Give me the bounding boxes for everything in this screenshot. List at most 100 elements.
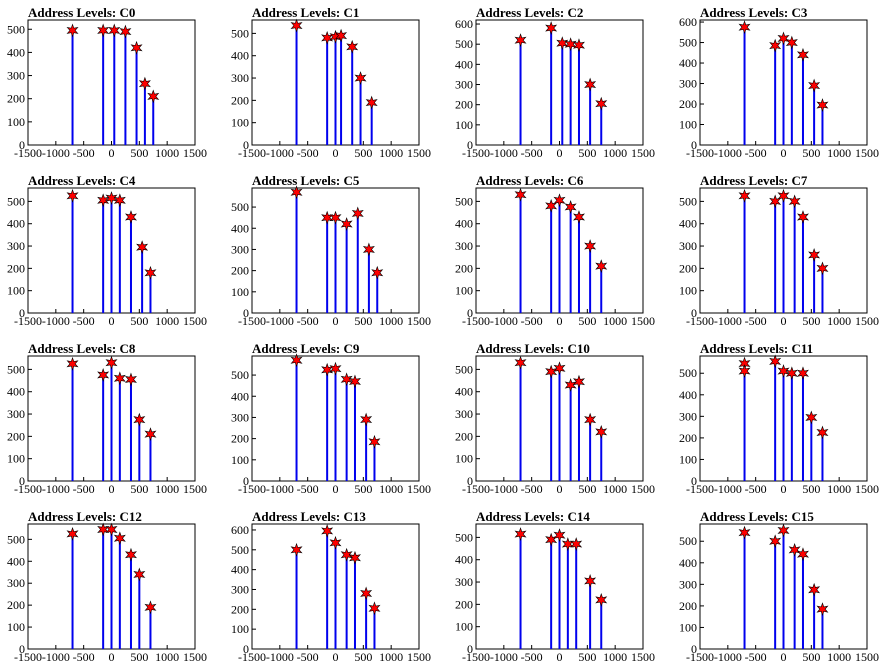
y-tick-label: 0: [691, 474, 697, 488]
x-tick-label: -500: [745, 314, 767, 328]
y-tick-label: 500: [455, 362, 473, 376]
y-tick-label: 100: [231, 453, 249, 467]
y-tick-label: 100: [7, 452, 25, 466]
y-tick-label: 400: [679, 388, 697, 402]
star-marker: [144, 265, 157, 280]
chart-title: Address Levels: C14: [476, 509, 590, 524]
star-marker: [348, 550, 361, 565]
chart-title: Address Levels: C7: [700, 173, 808, 188]
y-tick-label: 0: [467, 642, 473, 656]
star-marker: [816, 602, 829, 617]
star-marker: [584, 239, 597, 253]
x-tick-label: -1000: [266, 650, 294, 664]
chart-svg: 0 100 200 300 400 500 600 -1500 -1000 -500 0 500 100…: [679, 15, 879, 160]
star-marker: [108, 23, 121, 38]
star-marker: [514, 33, 527, 48]
y-tick-label: 300: [7, 407, 25, 421]
y-tick-label: 200: [679, 261, 697, 275]
y-tick-label: 400: [231, 389, 249, 403]
y-tick-label: 0: [691, 138, 697, 152]
x-tick-label: -1000: [42, 482, 70, 496]
star-marker: [119, 24, 132, 39]
x-tick-label: 1500: [855, 650, 879, 664]
chart-panel-c4: 0 100 200 300 400 500 -1500 -1000 -500 0 500 1000 15…: [0, 168, 224, 336]
y-tick-label: 400: [7, 554, 25, 568]
y-tick-label: 500: [231, 543, 249, 557]
chart-title: Address Levels: C9: [252, 341, 360, 356]
y-tick-label: 400: [455, 57, 473, 71]
chart-svg: 0 100 200 300 400 500 -1500 -1000 -500 0 500 1000 15…: [7, 187, 207, 328]
star-marker: [340, 372, 353, 387]
star-marker: [105, 522, 118, 537]
x-tick-label: -500: [297, 146, 319, 160]
y-tick-label: 100: [455, 452, 473, 466]
y-tick-label: 400: [231, 221, 249, 235]
star-marker: [362, 242, 375, 257]
star-marker: [777, 364, 790, 379]
chart-title: Address Levels: C3: [700, 5, 808, 20]
star-marker: [738, 188, 751, 203]
star-marker: [564, 378, 577, 392]
chart-panel-c7: 0 100 200 300 400 500 -1500 -1000 -500 0 500 1000 15…: [672, 168, 896, 336]
x-tick-label: 1000: [827, 146, 851, 160]
chart-svg: 0 100 200 300 400 500 -1500 -1000 -500 0 500 1000 15…: [231, 353, 431, 496]
chart-panel-c12: 0 100 200 300 400 500 -1500 -1000 -500 0 500 1000 15…: [0, 504, 224, 672]
star-marker: [321, 524, 334, 538]
chart-title: Address Levels: C6: [476, 173, 584, 188]
y-tick-label: 200: [7, 598, 25, 612]
chart-svg: 0 100 200 300 400 500 -1500 -1000 -500 0 500 1000 15…: [679, 354, 879, 496]
x-tick-label: 1000: [155, 650, 179, 664]
star-marker: [97, 23, 110, 38]
star-marker: [329, 210, 342, 225]
x-tick-label: 500: [578, 146, 596, 160]
chart-svg: 0 100 200 300 400 500 -1500 -1000 -500 0 500 1000 15…: [455, 523, 655, 664]
chart-svg: 0 100 200 300 400 500 -1500 -1000 -500 0 500 1000 15…: [7, 522, 207, 664]
y-tick-label: 300: [455, 239, 473, 253]
star-marker: [584, 412, 597, 427]
star-marker: [556, 36, 569, 51]
star-marker: [553, 193, 566, 208]
y-tick-label: 500: [679, 366, 697, 380]
y-tick-label: 0: [691, 306, 697, 320]
x-tick-label: 1500: [407, 650, 431, 664]
y-tick-label: 200: [455, 261, 473, 275]
chart-panel-c10: 0 100 200 300 400 500 -1500 -1000 -500 0 500 1000 15…: [448, 336, 672, 504]
x-tick-label: 500: [802, 146, 820, 160]
x-tick-label: 0: [781, 314, 787, 328]
y-tick-label: 200: [455, 597, 473, 611]
x-tick-label: 500: [354, 146, 372, 160]
y-tick-label: 0: [19, 138, 25, 152]
star-marker: [105, 355, 118, 370]
star-marker: [788, 542, 801, 557]
star-marker: [595, 259, 608, 274]
y-tick-label: 500: [231, 200, 249, 214]
star-marker: [124, 210, 137, 224]
star-marker: [769, 38, 782, 53]
y-tick-label: 500: [7, 194, 25, 208]
y-tick-label: 100: [455, 284, 473, 298]
x-tick-label: -1500: [14, 482, 42, 496]
x-tick-label: 1500: [855, 482, 879, 496]
star-marker: [124, 372, 137, 387]
x-tick-label: 500: [578, 314, 596, 328]
chart-title: Address Levels: C2: [476, 5, 584, 20]
star-marker: [329, 535, 342, 550]
y-tick-label: 200: [231, 602, 249, 616]
x-tick-label: 500: [130, 650, 148, 664]
y-tick-label: 0: [243, 306, 249, 320]
y-tick-label: 0: [19, 642, 25, 656]
chart-svg: 0 100 200 300 400 500 -1500 -1000 -500 0 500 1000 15…: [679, 523, 879, 664]
star-marker: [816, 98, 829, 112]
x-tick-label: -1500: [14, 146, 42, 160]
star-marker: [514, 187, 527, 202]
x-tick-label: -1500: [238, 314, 266, 328]
x-tick-label: 500: [130, 146, 148, 160]
y-tick-label: 100: [679, 118, 697, 132]
star-marker: [124, 547, 137, 562]
star-marker: [97, 368, 110, 382]
chart-svg: 0 100 200 300 400 500 -1500 -1000 -500 0 500 1000 15…: [455, 355, 655, 496]
star-marker: [360, 586, 373, 601]
x-tick-label: -500: [297, 482, 319, 496]
y-tick-label: 100: [231, 622, 249, 636]
chart-panel-c3: 0 100 200 300 400 500 600 -1500 -1000 -500 0 500 100…: [672, 0, 896, 168]
